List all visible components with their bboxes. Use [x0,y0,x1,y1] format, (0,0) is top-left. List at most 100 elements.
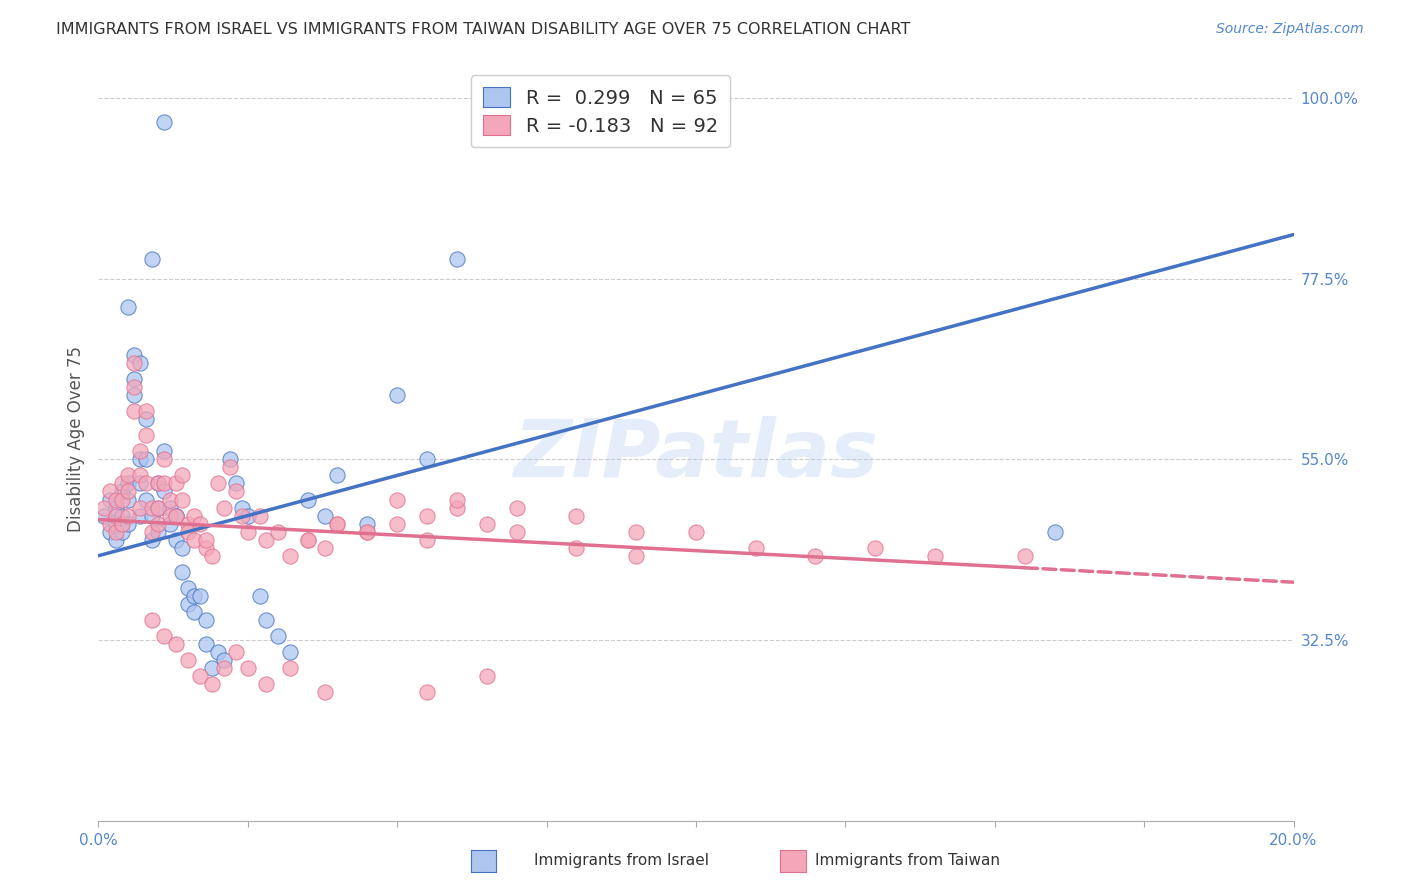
Point [172,541,194,555]
Point [165,508,187,523]
Point [865,541,887,555]
Point [124,372,146,386]
Point [148,500,170,515]
Point [165,533,187,547]
Point [105,524,128,539]
Point [165,508,187,523]
Point [924,549,946,563]
Point [124,380,146,394]
Point [98,492,122,507]
Point [124,356,146,370]
Point [506,500,529,515]
Point [212,653,235,667]
Point [219,460,242,475]
Point [385,388,409,402]
Point [356,524,378,539]
Point [165,476,187,491]
Point [195,613,218,627]
Point [506,524,529,539]
Point [188,589,211,603]
Point [129,444,152,458]
Point [117,516,139,531]
Point [236,524,259,539]
Point [804,549,827,563]
Point [141,524,163,539]
Point [153,452,176,467]
Point [105,516,128,531]
Point [297,533,319,547]
Point [446,492,468,507]
Point [129,468,152,483]
Point [565,541,588,555]
Point [356,516,378,531]
Point [159,516,181,531]
Point [177,597,200,611]
Point [278,661,301,675]
Point [159,500,181,515]
Point [177,653,200,667]
Point [195,533,218,547]
Point [745,541,768,555]
Point [153,444,176,458]
Point [153,484,176,499]
Point [446,252,468,266]
Point [129,500,152,515]
Point [446,500,468,515]
Point [385,492,409,507]
Point [475,669,498,683]
Point [159,492,181,507]
Point [219,452,242,467]
Point [201,661,224,675]
Point [315,541,337,555]
Point [278,549,301,563]
Point [416,685,439,699]
Point [117,300,139,314]
Point [267,524,290,539]
Point [117,476,139,491]
Point [315,685,337,699]
Point [183,533,205,547]
Point [141,500,163,515]
Text: Immigrants from Taiwan: Immigrants from Taiwan [815,854,1001,868]
Point [254,613,277,627]
Point [148,516,170,531]
Point [148,476,170,491]
Text: Immigrants from Israel: Immigrants from Israel [534,854,709,868]
Point [111,516,134,531]
Point [98,516,122,531]
Point [135,404,157,418]
Point [254,533,277,547]
Point [159,508,181,523]
Point [195,541,218,555]
Point [135,452,157,467]
Point [356,524,378,539]
Y-axis label: Disability Age Over 75: Disability Age Over 75 [66,346,84,533]
Point [1043,524,1066,539]
Point [177,581,200,595]
Point [148,500,170,515]
Point [416,533,439,547]
Point [183,605,205,619]
Point [385,516,409,531]
Point [297,533,319,547]
Point [98,524,122,539]
Point [254,677,277,691]
Point [626,549,648,563]
Point [225,484,247,499]
Point [236,661,259,675]
Point [315,508,337,523]
Point [129,356,152,370]
Text: IMMIGRANTS FROM ISRAEL VS IMMIGRANTS FROM TAIWAN DISABILITY AGE OVER 75 CORRELAT: IMMIGRANTS FROM ISRAEL VS IMMIGRANTS FRO… [56,22,911,37]
Point [129,508,152,523]
Point [177,516,200,531]
Point [297,492,319,507]
Point [177,524,200,539]
Point [626,524,648,539]
Point [105,492,128,507]
Point [141,508,163,523]
Point [117,508,139,523]
Point [141,252,163,266]
Point [148,524,170,539]
Point [111,524,134,539]
Point [135,476,157,491]
